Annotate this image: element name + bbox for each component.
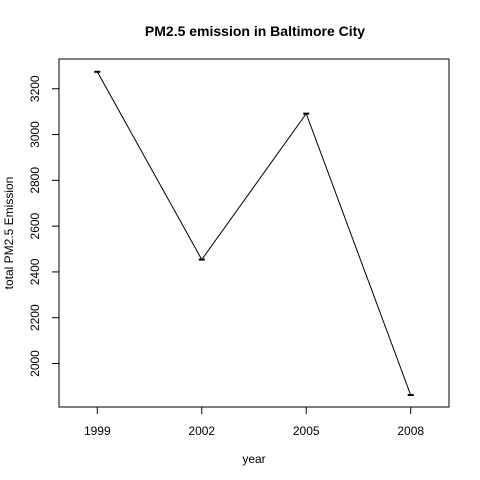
data-series [94,70,414,397]
x-tick-label: 1999 [84,424,111,438]
y-tick-label: 2200 [28,304,42,331]
y-tick-label: 2800 [28,167,42,194]
x-tick-label: 2008 [397,424,424,438]
data-point [303,112,310,115]
y-tick-label: 2600 [28,212,42,239]
y-tick-label: 3000 [28,121,42,148]
y-tick-label: 2400 [28,258,42,285]
series-line-segment [305,113,412,396]
x-axis: 1999 2002 2005 2008 [84,406,424,438]
x-tick-label: 2005 [293,424,320,438]
y-tick-label: 2000 [28,350,42,377]
plot-frame [58,58,450,408]
data-point [198,258,205,261]
series-line-segment [201,113,307,260]
y-axis-label: total PM2.5 Emission [2,177,16,290]
data-point [94,70,101,73]
y-axis: 2000 2200 2400 2600 2800 3000 3200 [28,75,60,377]
data-point [407,394,414,397]
y-tick-label: 3200 [28,75,42,102]
x-tick-label: 2002 [188,424,215,438]
x-axis-label: year [242,452,265,466]
chart-title: PM2.5 emission in Baltimore City [145,23,365,39]
series-line-segment [96,71,203,260]
